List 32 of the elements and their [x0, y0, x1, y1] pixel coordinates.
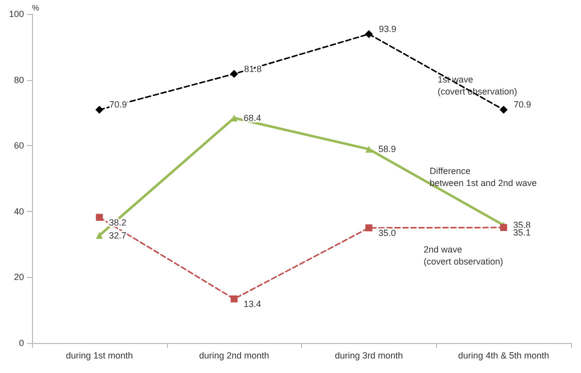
y-tick-label: 40: [14, 206, 24, 216]
data-label: 35.8: [513, 220, 531, 230]
point: [96, 214, 103, 221]
data-label: 93.9: [378, 24, 396, 34]
point: [96, 232, 103, 239]
y-axis-title: %: [32, 4, 40, 12]
y-tick-label: 80: [14, 74, 24, 85]
y-tick-label: 60: [14, 140, 24, 151]
point: [95, 106, 104, 114]
point: [500, 224, 508, 232]
point: [364, 30, 373, 38]
point: [230, 70, 238, 78]
data-label: 35.0: [378, 228, 396, 238]
series-label: Difference between 1st and 2nd wave: [430, 166, 537, 188]
x-tick-label: during 1st month: [66, 350, 133, 360]
point: [230, 295, 238, 302]
data-label: 13.4: [244, 298, 262, 309]
x-tick-label: during 3rd month: [334, 350, 403, 360]
data-label: 32.7: [108, 230, 126, 240]
y-tick-label: 0: [18, 338, 24, 348]
point: [365, 146, 372, 153]
y-tick-label: 20: [14, 272, 24, 282]
data-label: 68.4: [244, 112, 262, 123]
y-tick-label: 100: [8, 9, 24, 19]
data-label: 58.9: [378, 144, 396, 154]
point: [365, 224, 372, 232]
x-tick-label: during 4th & 5th month: [458, 350, 550, 360]
series-label: 2nd wave (covert observation): [424, 244, 504, 267]
data-label: 35.1: [513, 228, 531, 238]
data-label: 70.9: [514, 100, 532, 110]
point: [500, 106, 508, 114]
x-tick-label: during 2nd month: [199, 350, 270, 360]
